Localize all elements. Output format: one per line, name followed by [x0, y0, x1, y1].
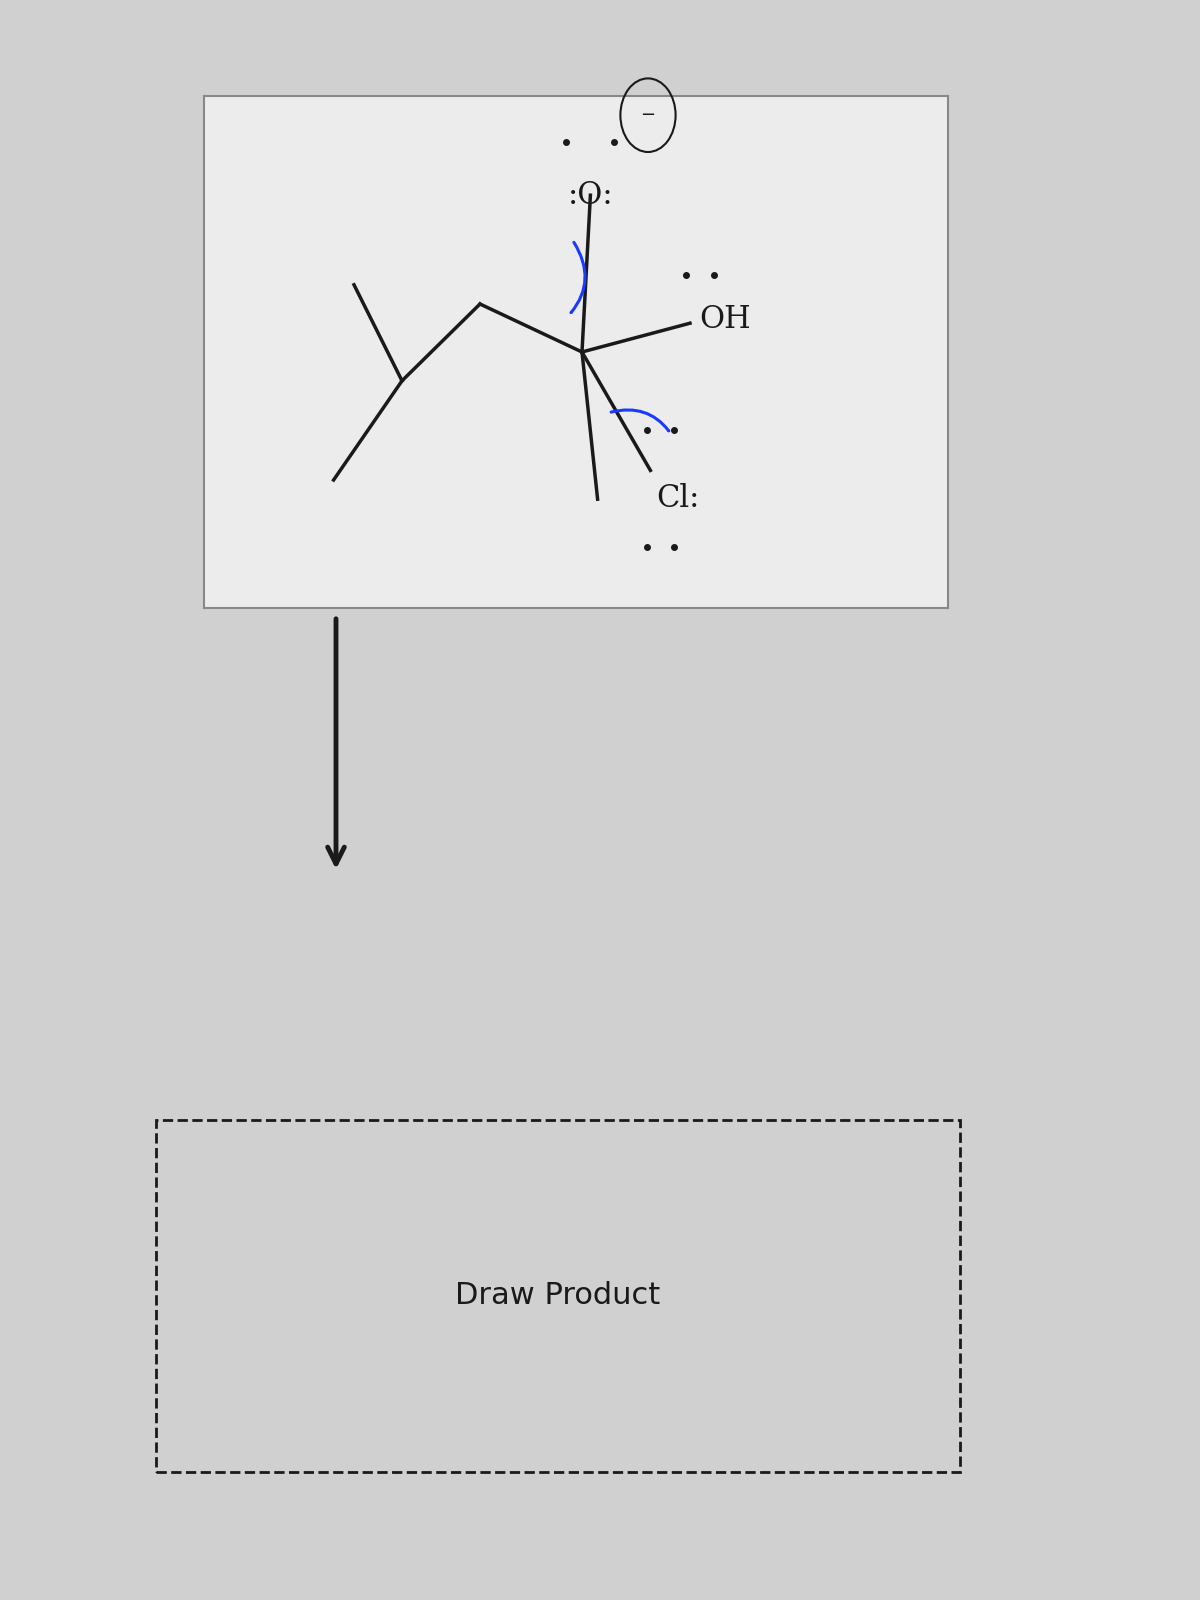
Text: Draw Product: Draw Product — [455, 1282, 661, 1310]
Text: :O:: :O: — [568, 179, 613, 211]
Text: −: − — [641, 106, 655, 125]
Bar — [204, 96, 948, 608]
FancyArrowPatch shape — [571, 242, 586, 312]
FancyArrowPatch shape — [611, 410, 668, 430]
Text: Cl:: Cl: — [656, 483, 700, 514]
Text: OH: OH — [700, 304, 751, 336]
Bar — [156, 1120, 960, 1472]
